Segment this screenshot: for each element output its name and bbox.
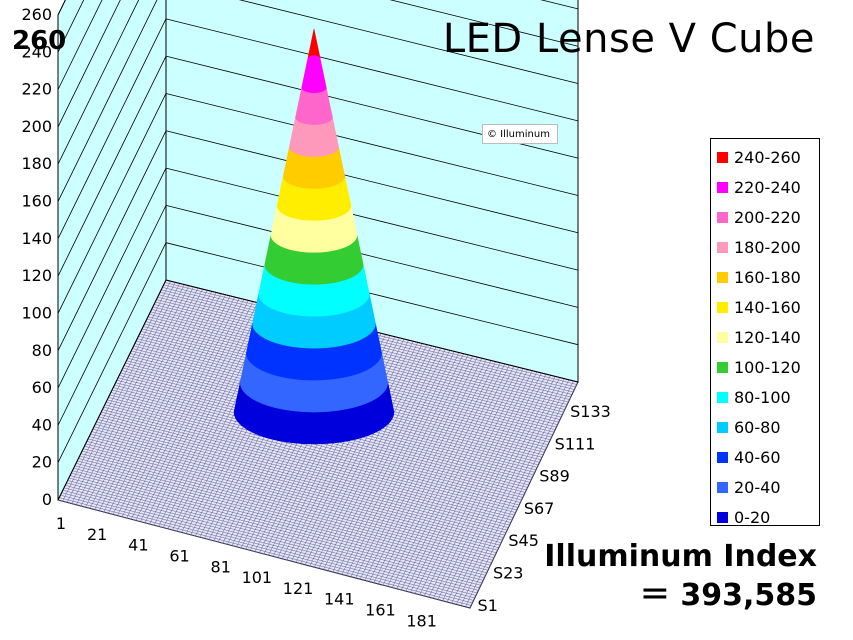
watermark-badge: © Illuminum [482,124,558,144]
z-tick-label: 180 [21,154,52,173]
x-tick-label: 101 [242,568,273,587]
legend-swatch [717,391,728,403]
y-axis-ticks: S1 S23 S45 S67 S89 S111 S133 [478,402,611,615]
legend-label: 80-100 [734,387,791,407]
z-tick-label: 260 [21,5,52,24]
legend-label: 200-220 [734,207,801,227]
legend-swatch [717,151,728,163]
legend-swatch [717,241,728,253]
z-tick-label: 140 [21,229,52,248]
z-tick-label: 160 [21,192,52,211]
legend-item: 60-80 [711,412,819,442]
legend-item: 100-120 [711,352,819,382]
index-value: ＝ 393,585 [639,578,817,613]
legend-label: 140-160 [734,297,801,317]
x-tick-label: 61 [169,546,189,565]
legend-swatch [717,451,728,463]
legend-label: 240-260 [734,147,801,167]
z-tick-label: 100 [21,303,52,322]
index-block: Illuminum Index ＝ 393,585 [544,538,817,616]
legend-item: 220-240 [711,172,819,202]
cone-top-cap [307,55,321,62]
index-label: Illuminum Index [544,539,817,574]
legend-swatch [717,511,728,523]
legend-item: 180-200 [711,232,819,262]
chart-title: LED Lense V Cube [442,16,815,62]
legend-item: 240-260 [711,142,819,172]
legend-item: 80-100 [711,382,819,412]
legend-item: 20-40 [711,472,819,502]
z-tick-label: 120 [21,266,52,285]
x-tick-label: 81 [211,557,231,576]
legend-swatch [717,181,728,193]
legend-item: 40-60 [711,442,819,472]
legend-swatch [717,361,728,373]
legend-item: 0-20 [711,502,819,532]
y-tick-label: S45 [508,531,539,550]
legend: 240-260 220-240 200-220 180-200 160-180 140-1… [710,138,820,527]
x-tick-label: 121 [283,579,314,598]
legend-swatch [717,481,728,493]
surface-cone [233,28,395,445]
y-tick-label: S89 [539,467,570,486]
legend-swatch [717,211,728,223]
legend-item: 200-220 [711,202,819,232]
legend-label: 60-80 [734,417,781,437]
legend-label: 120-140 [734,327,801,347]
max-value-label: 260 [12,26,67,56]
legend-label: 160-180 [734,267,801,287]
legend-label: 100-120 [734,357,801,377]
legend-swatch [717,331,728,343]
y-tick-label: S133 [570,402,611,421]
z-tick-label: 200 [21,117,52,136]
legend-label: 40-60 [734,447,781,467]
z-tick-label: 20 [32,453,52,472]
y-tick-label: S23 [493,563,524,582]
legend-label: 180-200 [734,237,801,257]
legend-swatch [717,421,728,433]
z-tick-label: 40 [32,415,52,434]
legend-label: 20-40 [734,477,781,497]
legend-item: 160-180 [711,262,819,292]
z-axis-ticks: 0 20 40 60 80 100 120 140 160 180 200 220 240 260 [21,5,52,509]
z-tick-label: 220 [21,80,52,99]
legend-label: 0-20 [734,507,771,527]
legend-item: 140-160 [711,292,819,322]
x-tick-label: 141 [324,590,355,609]
z-tick-label: 0 [42,490,52,509]
left-wall [57,0,167,501]
z-tick-label: 240 [21,42,52,61]
legend-swatch [717,271,728,283]
legend-label: 220-240 [734,177,801,197]
z-tick-label: 80 [32,341,52,360]
cone-band-200-220 [295,87,333,125]
x-tick-label: 161 [365,600,396,619]
y-tick-label: S1 [478,596,498,615]
x-tick-label: 41 [128,536,148,555]
legend-item: 120-140 [711,322,819,352]
x-tick-label: 21 [87,525,107,544]
y-tick-label: S67 [524,499,555,518]
x-tick-label: 181 [406,611,437,630]
y-tick-label: S111 [555,434,596,453]
z-tick-label: 60 [32,378,52,397]
x-tick-label: 1 [56,514,66,533]
legend-swatch [717,301,728,313]
